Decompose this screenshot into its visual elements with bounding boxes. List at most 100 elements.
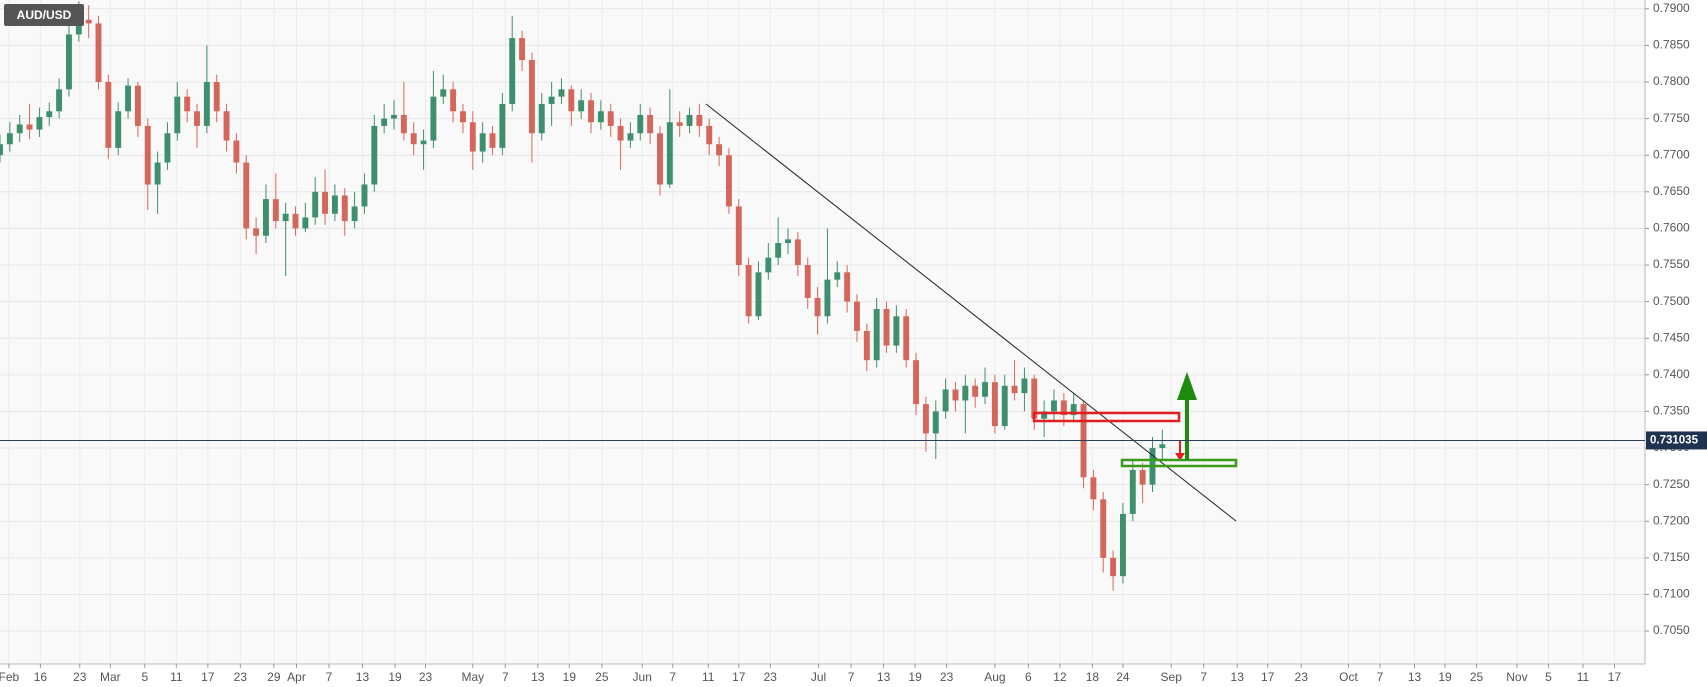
- x-tick-label: Sep: [1161, 670, 1183, 684]
- candle-body: [755, 272, 762, 317]
- candle-body: [676, 122, 683, 126]
- y-tick-label: 0.7900: [1653, 1, 1690, 15]
- annotations: [705, 103, 1238, 522]
- candle-body: [36, 117, 43, 130]
- x-tick-label: 23: [73, 670, 87, 684]
- candle-body: [46, 111, 53, 118]
- x-tick-label: May: [461, 670, 484, 684]
- candle-body: [903, 316, 910, 361]
- candle-body: [657, 133, 663, 185]
- y-tick-label: 0.7400: [1653, 367, 1690, 381]
- candle-body: [913, 360, 920, 405]
- candle-body: [469, 122, 476, 152]
- candle-body: [519, 38, 526, 61]
- x-tick-label: 19: [908, 670, 922, 684]
- candle-body: [854, 301, 860, 331]
- candle-body: [391, 114, 397, 119]
- x-tick-label: 23: [419, 670, 433, 684]
- candle-body: [607, 111, 614, 126]
- candle-body: [627, 133, 634, 141]
- candle-body: [1159, 444, 1166, 449]
- candle-body: [203, 81, 210, 126]
- candle-body: [263, 199, 269, 236]
- x-tick-label: 13: [877, 670, 891, 684]
- x-tick-label: 24: [1116, 670, 1130, 684]
- y-tick-label: 0.7050: [1653, 623, 1690, 637]
- y-tick-label: 0.7350: [1653, 404, 1690, 418]
- candle-body: [814, 297, 821, 317]
- candle-body: [174, 96, 181, 134]
- candle-body: [1119, 513, 1126, 577]
- candle-body: [597, 111, 604, 123]
- candle-body: [745, 265, 752, 317]
- y-tick-label: 0.7750: [1653, 111, 1690, 125]
- candle-body: [1129, 469, 1136, 514]
- candle-body: [735, 206, 742, 266]
- y-tick-label: 0.7700: [1653, 147, 1690, 161]
- x-tick-label: 7: [326, 670, 333, 684]
- candle-body: [863, 330, 870, 361]
- candle-body: [1139, 469, 1146, 485]
- candle-body: [499, 103, 506, 148]
- x-tick-label: 23: [234, 670, 248, 684]
- candle-body: [686, 114, 693, 126]
- candle-body: [154, 162, 161, 185]
- candle-body: [528, 60, 535, 134]
- candle-body: [489, 133, 496, 148]
- x-tick-label: 17: [201, 670, 215, 684]
- x-tick-label: Aug: [984, 670, 1005, 684]
- candle-body: [647, 114, 654, 134]
- candle-body: [637, 114, 644, 134]
- x-tick-label: 19: [388, 670, 402, 684]
- candle-body: [716, 144, 723, 156]
- candle-body: [588, 100, 594, 123]
- y-tick-label: 0.7550: [1653, 257, 1690, 271]
- candle-body: [922, 404, 929, 434]
- y-tick-label: 0.7500: [1653, 294, 1690, 308]
- candle-body: [873, 308, 880, 361]
- candle-body: [548, 96, 555, 104]
- x-tick-label: 17: [732, 670, 746, 684]
- candle-body: [952, 389, 959, 401]
- candle-body: [942, 389, 949, 412]
- candle-body: [1011, 385, 1018, 394]
- y-tick-label: 0.7150: [1653, 550, 1690, 564]
- x-tick-label: 5: [141, 670, 148, 684]
- candle-body: [696, 114, 703, 126]
- x-tick-label: Nov: [1506, 670, 1527, 684]
- candle-body: [26, 124, 33, 130]
- y-tick-label: 0.7250: [1653, 477, 1690, 491]
- candle-body: [331, 195, 338, 214]
- candle-body: [65, 34, 72, 90]
- candle-body: [893, 316, 900, 346]
- candle-body: [932, 411, 939, 434]
- candle-body: [144, 125, 151, 185]
- candle-body: [56, 89, 63, 112]
- candle-body: [430, 96, 437, 141]
- x-tick-label: 5: [1545, 670, 1552, 684]
- x-tick-label: 16: [34, 670, 48, 684]
- x-tick-label: Oct: [1339, 670, 1358, 684]
- support-box: [1120, 458, 1238, 468]
- candle-body: [509, 38, 516, 104]
- candle-body: [1051, 400, 1057, 412]
- candle-body: [194, 111, 200, 126]
- candle-body: [322, 191, 329, 214]
- x-tick-label: 17: [1261, 670, 1275, 684]
- candle-body: [125, 85, 132, 112]
- y-tick-label: 0.7800: [1653, 74, 1690, 88]
- y-tick-label: 0.7450: [1653, 330, 1690, 344]
- up-arrow-head: [1177, 372, 1197, 400]
- candle-body: [440, 89, 447, 97]
- candle-body: [991, 382, 998, 427]
- candle-body: [213, 81, 220, 112]
- candle-body: [1060, 400, 1067, 416]
- resistance-box: [1032, 411, 1181, 423]
- x-tick-label: 11: [170, 670, 183, 684]
- x-tick-label: 7: [848, 670, 855, 684]
- y-tick-label: 0.7650: [1653, 184, 1690, 198]
- x-tick-label: 12: [1053, 670, 1067, 684]
